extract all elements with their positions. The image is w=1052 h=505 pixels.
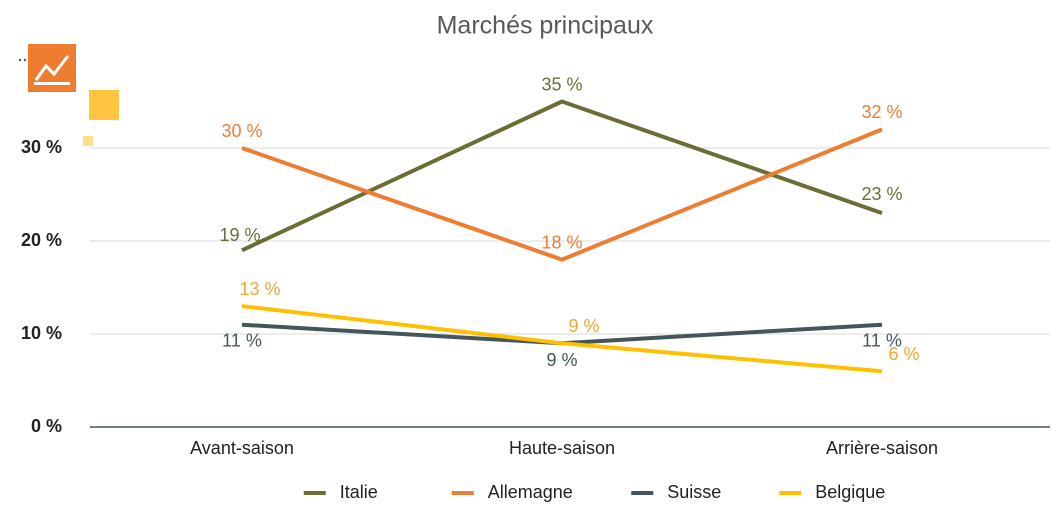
- dot: [18, 58, 22, 62]
- y-tick-label: 0 %: [31, 416, 62, 436]
- chart-title: Marchés principaux: [437, 12, 654, 40]
- x-tick-label: Haute-saison: [509, 438, 615, 458]
- y-tick-label: 30 %: [21, 137, 62, 157]
- data-label: 11 %: [222, 330, 262, 350]
- series-line: [241, 127, 883, 262]
- x-tick-label: Arrière-saison: [826, 438, 938, 458]
- icon-line: [34, 55, 70, 81]
- dot: [23, 58, 27, 62]
- legend-label: Belgique: [815, 482, 885, 502]
- data-label: 11 %: [862, 330, 902, 350]
- legend-label: Italie: [340, 482, 378, 502]
- data-label: 9 %: [546, 350, 577, 370]
- series-line: [241, 99, 883, 253]
- data-label: 18 %: [541, 232, 582, 252]
- data-label: 9 %: [568, 316, 599, 336]
- x-tick-label: Avant-saison: [190, 438, 294, 458]
- data-label: 6 %: [888, 344, 919, 364]
- y-tick-label: 10 %: [21, 323, 62, 343]
- y-tick-label: 20 %: [21, 230, 62, 250]
- series-line: [241, 304, 883, 374]
- color-swatch-small[interactable]: [83, 136, 93, 146]
- toolbar-icons[interactable]: [18, 44, 119, 146]
- data-label: 32 %: [861, 102, 902, 122]
- data-label: 30 %: [221, 121, 262, 141]
- icon-base: [34, 82, 70, 85]
- data-label: 23 %: [861, 184, 902, 204]
- data-label: 13 %: [239, 279, 280, 299]
- color-swatch[interactable]: [89, 90, 119, 120]
- data-label: 19 %: [219, 225, 260, 245]
- data-label: 35 %: [541, 74, 582, 94]
- legend-label: Suisse: [667, 482, 721, 502]
- legend-label: Allemagne: [488, 482, 573, 502]
